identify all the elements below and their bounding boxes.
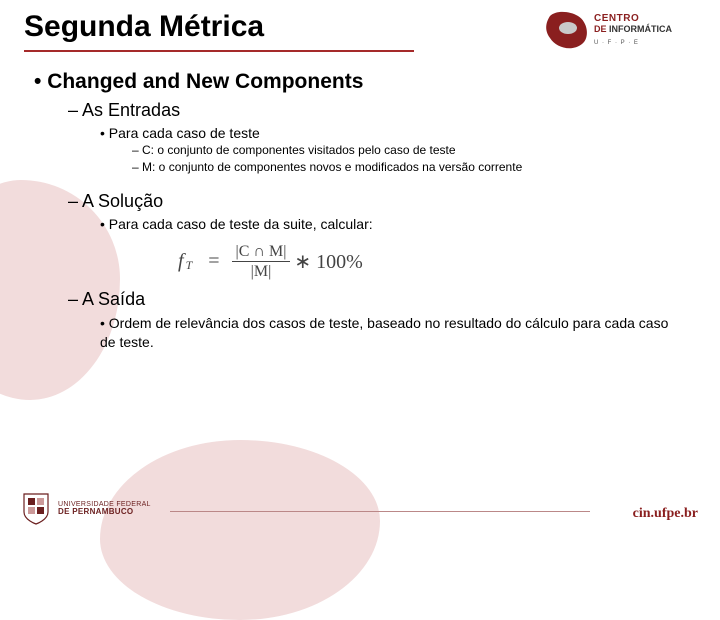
formula: fT = |C ∩ M| |M| ∗ 100% xyxy=(178,242,692,281)
sec3-b1: Ordem de relevância dos casos de teste, … xyxy=(100,314,692,352)
formula-tail: ∗ 100% xyxy=(294,249,362,274)
formula-fraction: |C ∩ M| |M| xyxy=(232,242,291,281)
title-underline xyxy=(24,50,414,52)
sec1-b1: Para cada caso de teste xyxy=(100,125,692,141)
logo-line2b: INFORMÁTICA xyxy=(609,24,672,34)
formula-sub: T xyxy=(186,258,193,273)
sec2-heading: A Solução xyxy=(68,191,692,212)
slide-title: Segunda Métrica xyxy=(24,10,264,44)
sec3-heading: A Saída xyxy=(68,289,692,310)
content-area: Changed and New Components As Entradas P… xyxy=(28,66,692,352)
formula-num: |C ∩ M| xyxy=(232,242,291,261)
formula-den: |M| xyxy=(247,262,276,281)
footer-left-logo: UNIVERSIDADE FEDERAL DE PERNAMBUCO xyxy=(22,492,151,526)
logo-centro-informatica: CENTRO DE INFORMÁTICA U · F · P · E xyxy=(542,6,702,60)
sec1-d2: M: o conjunto de componentes novos e mod… xyxy=(132,160,692,175)
background-blob-2 xyxy=(100,440,380,620)
shield-icon xyxy=(22,492,50,526)
logo-blob-icon xyxy=(542,8,590,52)
footer-rule xyxy=(170,511,590,512)
heading-l1: Changed and New Components xyxy=(34,70,692,94)
ufpe-line2: DE PERNAMBUCO xyxy=(58,508,151,517)
formula-lhs: f xyxy=(178,250,184,273)
logo-sub: U · F · P · E xyxy=(594,40,639,46)
sec1-d1: C: o conjunto de componentes visitados p… xyxy=(132,143,692,158)
sec2-b1: Para cada caso de teste da suite, calcul… xyxy=(100,216,692,232)
logo-line2a: DE xyxy=(594,24,607,34)
sec1-heading: As Entradas xyxy=(68,100,692,121)
formula-eq: = xyxy=(208,250,219,273)
footer-url: cin.ufpe.br xyxy=(633,506,698,522)
